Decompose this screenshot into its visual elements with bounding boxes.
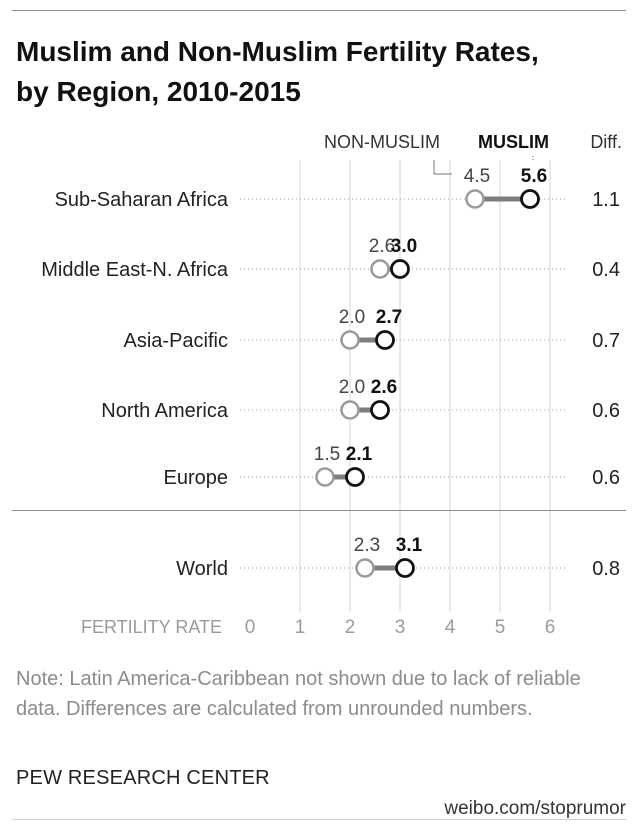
- dot-muslim: [375, 330, 395, 350]
- header-muslim: MUSLIM: [478, 132, 549, 152]
- value-label-non-muslim: 2.0: [339, 307, 365, 328]
- dot-non-muslim: [355, 558, 375, 578]
- x-tick-label: 3: [395, 617, 406, 638]
- watermark: weibo.com/stoprumor: [444, 798, 626, 819]
- diff-value: 0.6: [592, 467, 620, 489]
- diff-value: 0.6: [592, 400, 620, 422]
- category-label: Middle East-N. Africa: [41, 259, 229, 281]
- x-tick-label: 1: [295, 617, 306, 638]
- value-label-non-muslim: 2.3: [354, 535, 380, 556]
- category-label: Sub-Saharan Africa: [55, 189, 229, 211]
- value-label-non-muslim: 2.0: [339, 377, 365, 398]
- header-leader-non-muslim: [433, 160, 452, 175]
- world-separator-rule: [12, 510, 626, 511]
- fertility-dot-chart: NON-MUSLIM MUSLIM Diff. Sub-Saharan Africa 4…: [41, 132, 622, 638]
- chart-title: Muslim and Non-Muslim Fertility Rates, b…: [16, 32, 539, 112]
- diff-value: 1.1: [592, 189, 620, 211]
- chart-title-line-1: Muslim and Non-Muslim Fertility Rates,: [16, 36, 539, 67]
- x-tick-label: 0: [245, 617, 256, 638]
- dot-non-muslim: [465, 189, 485, 209]
- dot-non-muslim: [340, 330, 360, 350]
- x-tick-label: 2: [345, 617, 356, 638]
- dot-non-muslim: [340, 400, 360, 420]
- value-label-muslim: 3.0: [391, 236, 417, 257]
- bottom-rule: [12, 819, 626, 820]
- value-label-non-muslim: 1.5: [314, 444, 340, 465]
- header-non-muslim: NON-MUSLIM: [324, 132, 440, 152]
- dot-non-muslim: [370, 259, 390, 279]
- value-label-muslim: 2.7: [376, 307, 402, 328]
- x-axis-label: FERTILITY RATE: [81, 617, 222, 637]
- x-tick-label: 5: [495, 617, 506, 638]
- header-diff: Diff.: [590, 132, 622, 152]
- value-label-muslim: 3.1: [396, 535, 423, 556]
- value-label-non-muslim: 2.6: [369, 236, 395, 257]
- dot-muslim: [345, 467, 365, 487]
- dot-muslim: [370, 400, 390, 420]
- category-label: North America: [101, 400, 229, 422]
- category-label: World: [176, 558, 228, 580]
- value-label-muslim: 2.6: [371, 377, 397, 398]
- x-tick-label: 6: [545, 617, 556, 638]
- category-label: Europe: [164, 467, 229, 489]
- dot-muslim: [390, 259, 410, 279]
- diff-value: 0.4: [592, 259, 620, 281]
- x-tick-label: 4: [445, 617, 456, 638]
- source-label: PEW RESEARCH CENTER: [16, 767, 270, 789]
- dot-muslim: [395, 558, 415, 578]
- dot-muslim: [520, 189, 540, 209]
- chart-note: Note: Latin America-Caribbean not shown …: [16, 668, 581, 720]
- value-label-muslim: 2.1: [346, 444, 373, 465]
- chart-title-line-2: by Region, 2010-2015: [16, 76, 301, 107]
- dot-non-muslim: [315, 467, 335, 487]
- top-rule: [12, 10, 626, 11]
- diff-value: 0.8: [592, 558, 620, 580]
- value-label-muslim: 5.6: [521, 166, 547, 187]
- value-label-non-muslim: 4.5: [464, 166, 490, 187]
- diff-value: 0.7: [592, 330, 620, 352]
- category-label: Asia-Pacific: [124, 330, 228, 352]
